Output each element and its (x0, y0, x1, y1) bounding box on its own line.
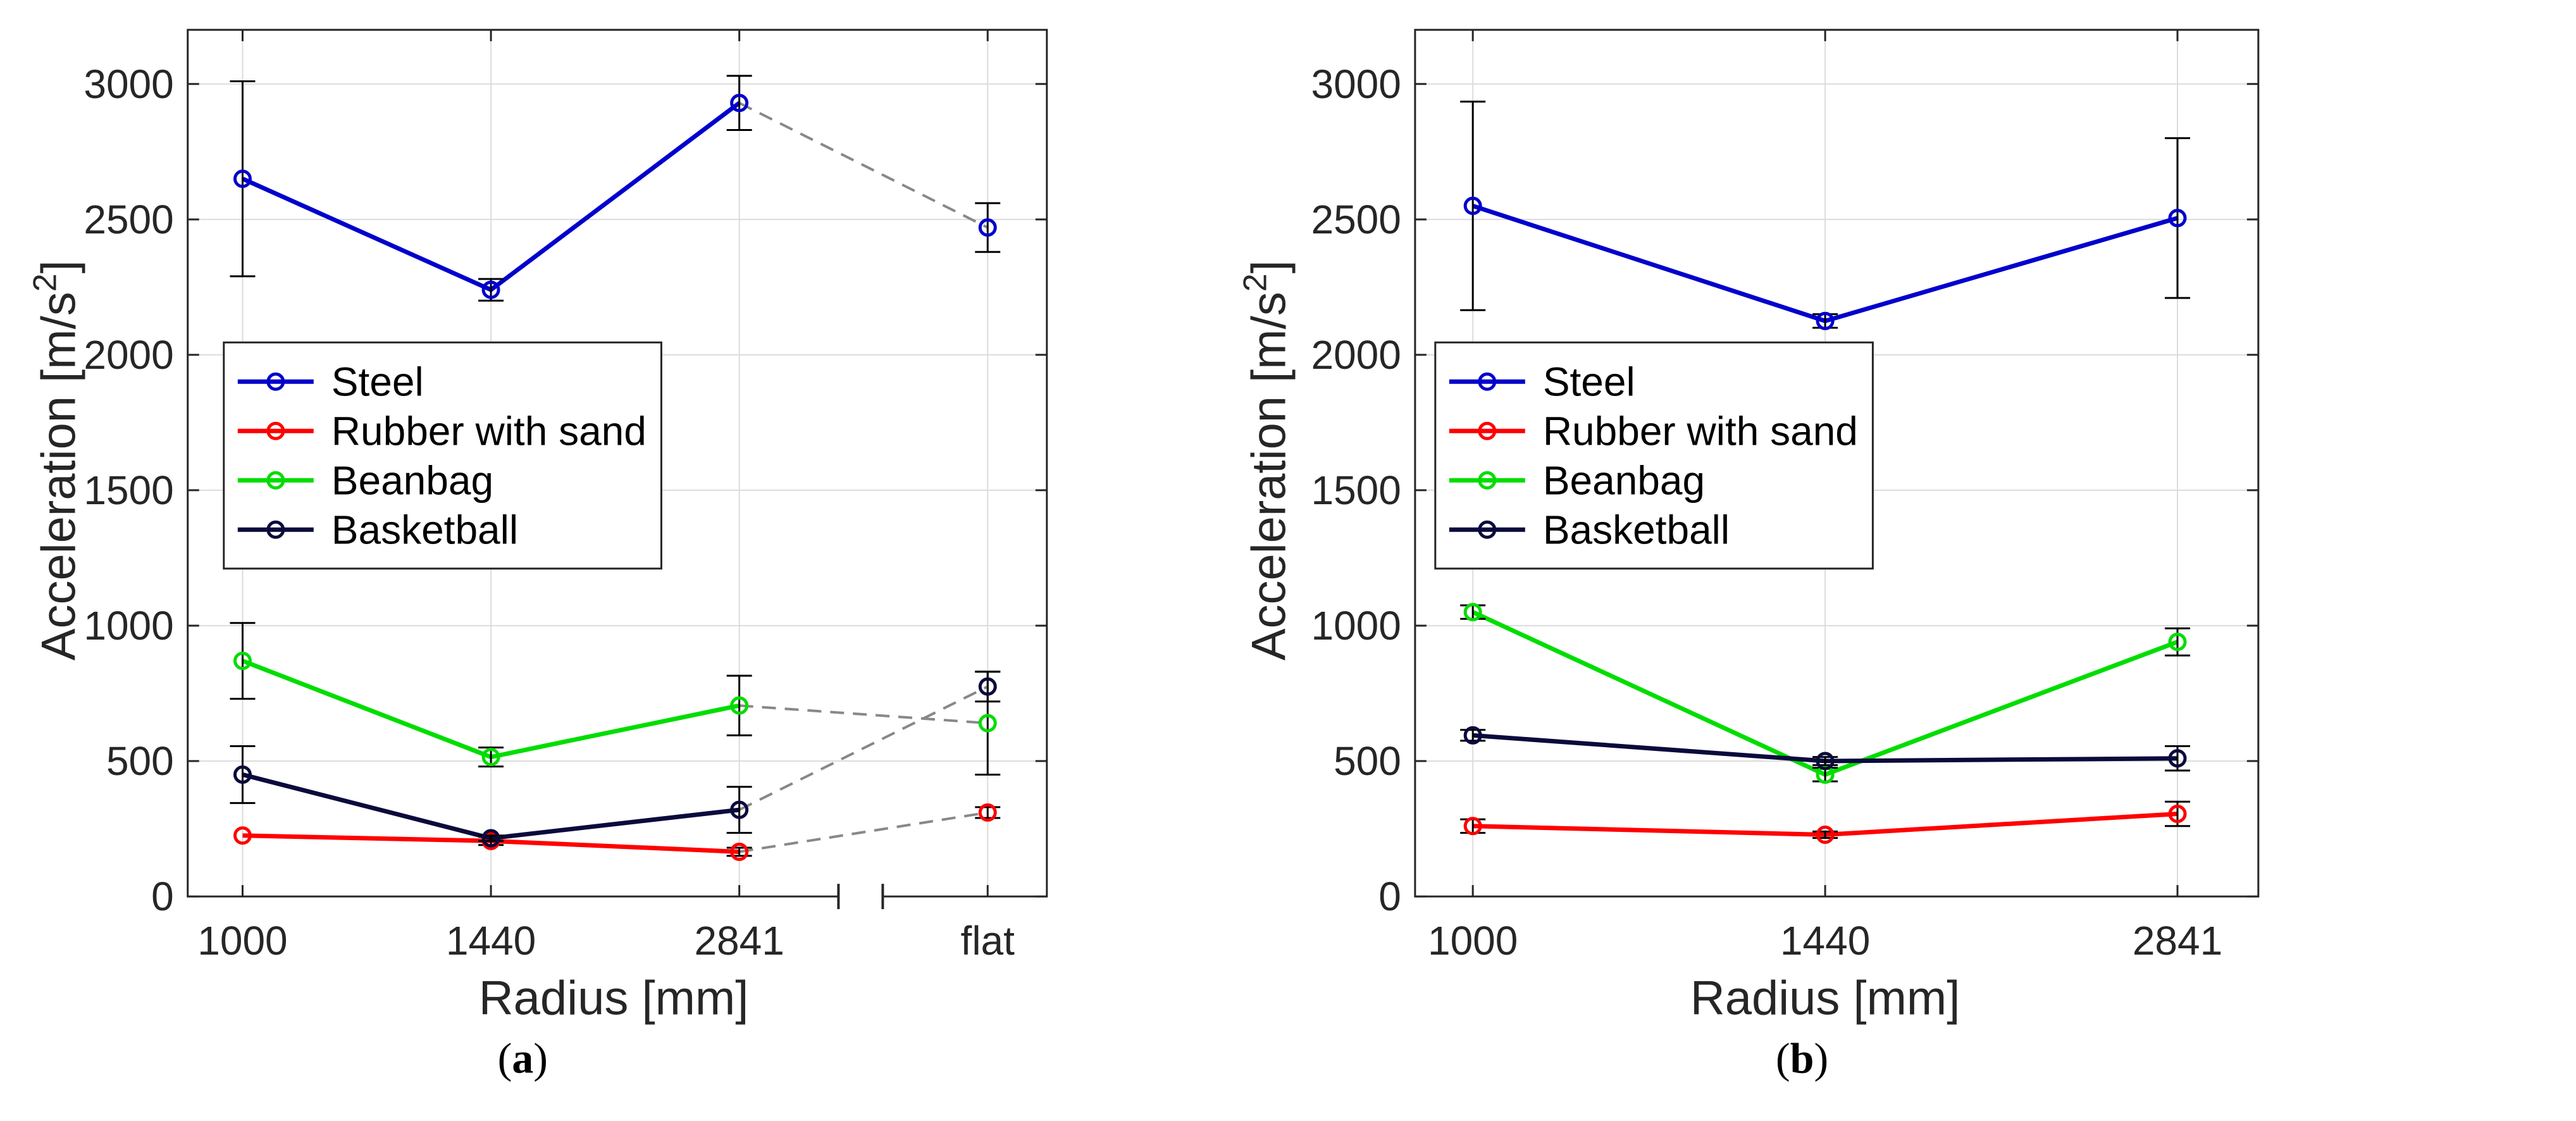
x-axis-title: Radius [mm] (479, 971, 749, 1025)
x-axis-title: Radius [mm] (1690, 971, 1960, 1025)
axis-break-gap (838, 890, 883, 916)
y-axis-title-exponent: 2 (27, 273, 64, 292)
x-tick-label-1000: 1000 (1428, 918, 1518, 963)
legend-label-basketball: Basketball (331, 507, 518, 552)
y-tick-label: 1500 (84, 468, 173, 513)
data-point-steel (1463, 196, 1482, 215)
data-point-beanbag (978, 714, 997, 733)
x-tick-label-flat: flat (961, 918, 1015, 963)
data-point-basketball (2168, 749, 2187, 768)
y-tick-label: 0 (151, 874, 174, 919)
data-point-steel (730, 94, 749, 113)
x-tick-label-1440: 1440 (1780, 918, 1870, 963)
axes-box (187, 28, 1048, 898)
panel-label-close: ) (1814, 1034, 1828, 1082)
data-point-rubber-with-sand (2168, 805, 2187, 824)
y-axis-title: Acceleration [m/s2] (1237, 260, 1296, 660)
y-axis-title-main: Acceleration [m/s (1242, 292, 1296, 660)
legend-marker-beanbag (1478, 471, 1497, 490)
y-tick-label: 0 (1378, 874, 1401, 919)
data-point-beanbag (233, 652, 252, 671)
y-axis-title: Acceleration [m/s2] (27, 260, 86, 660)
legend-label-beanbag: Beanbag (1543, 457, 1705, 503)
series-connector-rubber-with-sand (739, 811, 988, 853)
y-tick-label: 3000 (1311, 61, 1401, 107)
y-axis-title-main: Acceleration [m/s (32, 292, 86, 660)
axes-box (1414, 28, 2260, 898)
legend-marker-basketball (266, 520, 285, 539)
panel-label: (b) (1776, 1034, 1828, 1082)
data-point-steel (978, 218, 997, 237)
y-tick-label: 3000 (84, 61, 173, 107)
y-tick-label: 2000 (84, 332, 173, 378)
y-axis-title-exponent: 2 (1237, 273, 1273, 292)
legend-label-steel: Steel (331, 359, 424, 404)
data-point-beanbag (730, 696, 749, 715)
x-tick-label-2841: 2841 (694, 918, 784, 963)
panel-label-close: ) (533, 1034, 548, 1082)
legend-label-beanbag: Beanbag (331, 457, 493, 503)
legend-label-rubber-with-sand: Rubber with sand (1543, 408, 1858, 454)
panel-a: 0 500 1000 1500 2000 2500 3000 1000 1440 2841 flat… (27, 28, 1048, 1082)
y-axis-title-close: ] (1242, 260, 1296, 273)
legend-label-basketball: Basketball (1543, 507, 1730, 552)
data-point-basketball (978, 677, 997, 696)
x-tick-label-2841: 2841 (2133, 918, 2222, 963)
y-tick-label: 500 (1334, 738, 1401, 784)
y-tick-label: 2000 (1311, 332, 1401, 378)
series-connector-steel (738, 101, 989, 229)
data-point-rubber-with-sand (1816, 825, 1835, 844)
y-axis-title-close: ] (32, 260, 86, 273)
data-point-basketball (1463, 726, 1482, 745)
data-point-rubber-with-sand (1463, 817, 1482, 836)
panel-b: 0 500 1000 1500 2000 2500 3000 1000 1440 2841 Stee… (1237, 28, 2260, 1082)
legend-label-steel: Steel (1543, 359, 1635, 404)
y-tick-label: 1000 (84, 603, 173, 648)
y-tick-label: 1500 (1311, 468, 1401, 513)
data-point-beanbag (1816, 765, 1835, 784)
data-point-rubber-with-sand (978, 803, 997, 822)
x-tick-label-1440: 1440 (446, 918, 536, 963)
panel-label-letter: a (512, 1034, 533, 1082)
data-point-rubber-with-sand (730, 842, 749, 861)
y-tick-label: 2500 (84, 197, 173, 242)
data-point-steel (2168, 209, 2187, 228)
legend-marker-basketball (1478, 520, 1497, 539)
data-point-basketball (730, 800, 749, 819)
data-point-beanbag (481, 748, 500, 767)
legend-marker-rubber-with-sand (266, 421, 285, 440)
x-tick-label-1000: 1000 (197, 918, 287, 963)
panel-label-open: ( (1776, 1034, 1790, 1082)
y-tick-label: 500 (106, 738, 174, 784)
series-connector-basketball (738, 685, 989, 811)
panel-label-open: ( (498, 1034, 512, 1082)
data-point-rubber-with-sand (233, 826, 252, 845)
data-point-basketball (233, 765, 252, 784)
data-point-steel (233, 170, 252, 189)
panel-label-letter: b (1790, 1034, 1814, 1082)
legend-label-rubber-with-sand: Rubber with sand (331, 408, 647, 454)
panel-label: (a) (498, 1034, 548, 1082)
series-connector-beanbag (739, 704, 988, 725)
y-tick-label: 2500 (1311, 197, 1401, 242)
data-point-basketball (1816, 752, 1835, 771)
y-tick-label: 1000 (1311, 603, 1401, 648)
data-point-basketball (481, 829, 500, 848)
data-point-steel (1816, 311, 1835, 330)
legend-marker-steel (1478, 372, 1497, 391)
data-point-beanbag (1463, 603, 1482, 622)
data-point-steel (481, 280, 500, 299)
data-point-beanbag (2168, 633, 2187, 652)
legend-marker-rubber-with-sand (1478, 421, 1497, 440)
legend-marker-beanbag (266, 471, 285, 490)
legend-marker-steel (266, 372, 285, 391)
